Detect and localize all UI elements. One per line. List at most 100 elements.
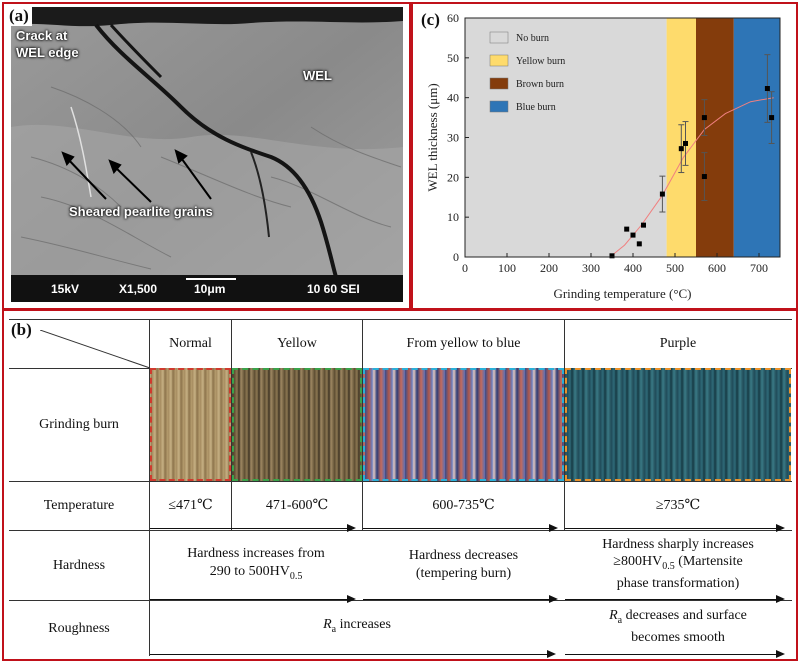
x-axis-label: Grinding temperature (°C) [553,286,691,301]
x-tick-label-3: 300 [582,261,600,275]
x-tick-label-7: 700 [750,261,768,275]
row-line-temp [9,530,792,531]
wel-label: WEL [303,68,332,83]
x-tick-label-1: 100 [498,261,516,275]
data-point-7 [683,140,688,146]
data-point-1 [624,226,630,232]
roughness-increase-text: Ra increases [323,616,391,635]
roughness-arrow-2 [565,650,785,658]
sem-scale: 10μm [194,282,226,296]
header-normal: Normal [169,336,212,351]
roughness-arrow-1 [150,650,556,658]
sem-image [11,7,403,302]
region-0 [465,18,667,257]
data-point-10 [764,86,770,92]
chart-regions [465,18,780,257]
data-point-2 [630,232,636,238]
x-tick-label-6: 600 [708,261,726,275]
header-yellow-to-blue: From yellow to blue [406,336,521,351]
wel-thickness-chart: No burn Yellow burn Brown burn Blue burn 0 1… [425,11,781,301]
row-line-burn [9,481,792,482]
row-label-roughness: Roughness [48,620,110,636]
corner-diagonal [40,330,151,369]
hardness-decrease-line2: (tempering burn) [415,566,512,581]
temp-yellow-to-blue: 600-735℃ [432,498,495,513]
sem-magnification: X1,500 [119,282,158,296]
temp-normal: ≤471℃ [168,498,213,513]
x-tick-label-0: 0 [462,261,468,275]
panel-a-label: (a) [6,6,32,26]
hardness-sharp-increase-text: Hardness sharply increases ≥800HV0.5 (Ma… [565,531,791,597]
data-point-8 [701,174,707,180]
col-line-1 [149,319,150,531]
chart-points [609,54,775,259]
x-tick-label-5: 500 [666,261,684,275]
y-tick-label-4: 40 [447,91,459,105]
legend-swatch-3 [489,100,509,113]
row-line-hardness [9,600,792,601]
y-tick-label-0: 0 [453,250,459,264]
y-tick-label-5: 50 [447,51,459,65]
panel-b-frame [2,309,798,661]
legend-label-0: No burn [516,33,549,44]
x-tick-label-4: 400 [624,261,642,275]
col-line-3 [362,319,363,531]
y-tick-label-3: 30 [447,131,459,145]
sem-voltage: 15kV [51,282,80,296]
sheared-pearlite-label: Sheared pearlite grains [69,204,213,219]
data-point-4 [641,222,646,228]
hardness-sharp-line3: phase transformation) [616,575,740,591]
hardness-sharp-line1: Hardness sharply increases [602,537,754,553]
panel-c-label: (c) [418,10,443,30]
col-line-label [149,530,150,656]
fit-curve [609,97,774,258]
burn-image-normal [150,368,231,481]
row-label-grinding-burn: Grinding burn [39,417,119,432]
hardness-arrow-2 [363,595,558,603]
hardness-increase-line2: 290 to 500HV0.5 [209,563,303,582]
row-label-hardness: Hardness [52,557,106,573]
region-2 [696,18,734,257]
chart-axes: 0 100 200 300 400 500 600 700 0 10 20 30 40 50 60 Grind… [425,11,781,301]
row-label-temperature: Temperature [43,498,115,513]
crack-label: Crack at WEL edge [16,28,79,60]
hardness-increase-text: Hardness increases from 290 to 500HV0.5 [150,534,362,596]
row-line-top [9,319,792,320]
legend-swatch-1 [489,54,509,67]
data-point-9 [701,115,707,121]
y-axis-label: WEL thickness (μm) [425,83,440,191]
hardness-increase-line1: Hardness increases from [187,545,325,561]
col-line-2 [231,319,232,531]
roughness-decrease-text: Ra decreases and surface becomes smooth [609,607,747,646]
legend-swatch-2 [489,77,509,90]
x-tick-label-2: 200 [540,261,558,275]
temp-arrow-2 [363,524,558,532]
burn-image-yellow-to-blue [363,368,564,481]
panel-b-label: (b) [8,320,35,340]
data-point-3 [636,241,642,247]
chart-fit [609,97,774,258]
data-point-6 [678,146,684,152]
temp-arrow-3 [565,524,785,532]
region-3 [733,18,780,257]
header-yellow: Yellow [277,336,317,351]
sem-micrograph: Crack at WEL edge WEL Sheared pearlite g… [11,7,403,302]
temp-yellow: 471-600℃ [265,498,329,513]
hardness-decrease-text: Hardness decreases (tempering burn) [363,534,564,596]
col-line-4 [564,319,565,531]
hardness-sharp-line2: ≥800HV0.5 (Martensite [613,554,743,572]
legend-label-2: Brown burn [516,79,564,90]
hardness-arrow-1 [150,595,356,603]
legend-label-1: Yellow burn [516,56,565,67]
chart-legend: No burn Yellow burn Brown burn Blue burn [489,31,565,113]
sem-detector: 10 60 SEI [307,282,360,296]
burn-image-yellow [232,368,362,481]
y-tick-label-6: 60 [447,11,459,25]
temp-purple: ≥735℃ [655,498,701,513]
data-point-0 [609,253,615,259]
data-point-11 [769,115,775,121]
burn-image-purple [565,368,791,481]
hardness-arrow-3 [565,595,785,603]
y-tick-label-1: 10 [447,210,459,224]
header-purple: Purple [659,336,697,351]
